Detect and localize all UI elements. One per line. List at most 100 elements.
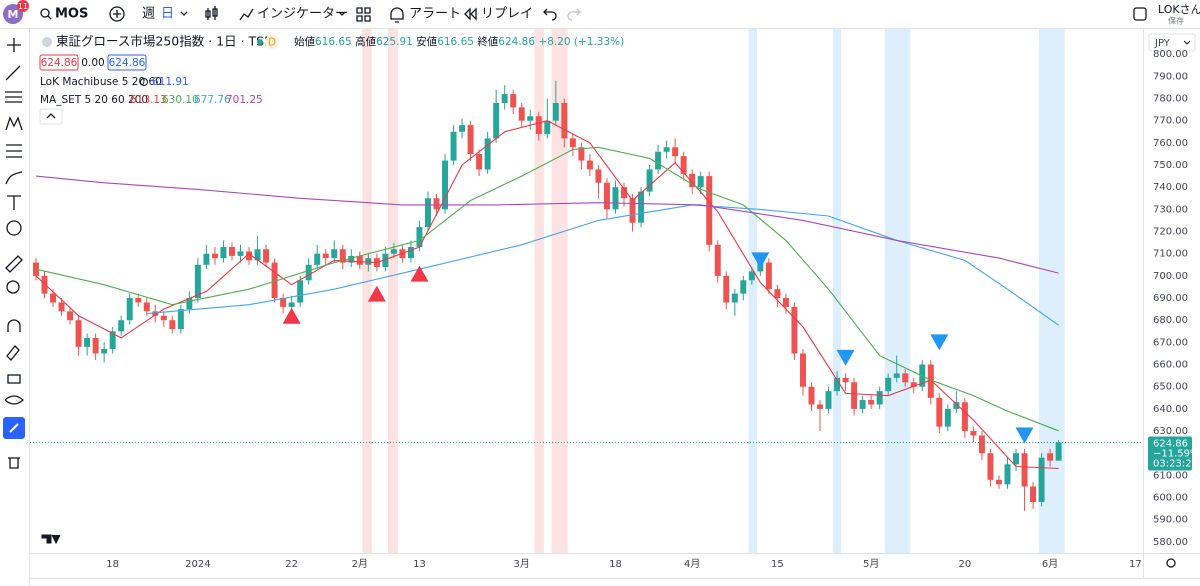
undo[interactable] bbox=[543, 8, 557, 21]
candle-body bbox=[177, 309, 184, 330]
interval-week[interactable]: 週 bbox=[142, 7, 155, 22]
ohlc-label: 始値 bbox=[294, 35, 315, 48]
candle-body bbox=[1013, 453, 1020, 465]
search-icon[interactable] bbox=[40, 8, 50, 18]
interval-day[interactable]: 日 bbox=[161, 7, 174, 22]
x-tick-label: 17 bbox=[1129, 559, 1142, 570]
y-tick-label: 800.00 bbox=[1153, 49, 1188, 60]
y-tick-label: 760.00 bbox=[1153, 138, 1188, 149]
candle-body bbox=[851, 382, 858, 409]
x-tick-label: 2024 bbox=[185, 559, 210, 570]
alert-icon[interactable] bbox=[390, 7, 404, 23]
box-ask-text: 624.86 bbox=[109, 57, 146, 69]
ruler-tool[interactable] bbox=[5, 255, 23, 273]
indicator-value: 630.10 bbox=[162, 94, 199, 106]
user[interactable]: LOKさん bbox=[1158, 3, 1200, 16]
projection-tool[interactable] bbox=[6, 144, 22, 158]
redo[interactable] bbox=[567, 8, 581, 21]
lock-tool[interactable] bbox=[7, 374, 21, 384]
text-tool[interactable] bbox=[7, 195, 21, 210]
flag-bg bbox=[265, 35, 279, 49]
brush-tool[interactable] bbox=[5, 171, 23, 185]
plot bbox=[30, 29, 1143, 553]
candle-body bbox=[689, 173, 696, 188]
chart-type[interactable] bbox=[205, 6, 218, 20]
indicator-value: 701.25 bbox=[226, 94, 263, 106]
ohlc-value: 624.86 bbox=[498, 36, 535, 48]
symbol[interactable]: MOS bbox=[55, 7, 88, 22]
replay-icon[interactable] bbox=[464, 7, 477, 21]
x-tick-label: 13 bbox=[413, 559, 426, 570]
candle-body bbox=[211, 253, 218, 259]
collapse-icon bbox=[46, 113, 56, 119]
candle-body bbox=[67, 311, 74, 321]
candle-body bbox=[544, 120, 551, 134]
candle-body bbox=[203, 253, 210, 265]
y-tick-label: 650.00 bbox=[1153, 382, 1188, 393]
candle-body bbox=[714, 244, 721, 276]
candle-body bbox=[561, 102, 568, 139]
fib-tool[interactable] bbox=[5, 91, 22, 103]
currency-button[interactable] bbox=[1148, 33, 1196, 52]
ma-line bbox=[35, 146, 1059, 432]
candle-body bbox=[603, 182, 610, 210]
layouts[interactable] bbox=[356, 7, 371, 22]
indicator-icon[interactable] bbox=[239, 8, 254, 21]
candle-body bbox=[169, 320, 176, 330]
candle-body bbox=[868, 400, 875, 405]
crosshair-tool[interactable] bbox=[7, 38, 21, 52]
candle-body bbox=[186, 298, 193, 310]
candle-body bbox=[978, 435, 985, 454]
y-tick-label: 770.00 bbox=[1153, 116, 1188, 127]
box-ask bbox=[107, 54, 147, 71]
candle-body bbox=[50, 293, 56, 303]
add-symbol[interactable] bbox=[109, 6, 125, 22]
candle-body bbox=[842, 377, 849, 383]
candle-body bbox=[58, 302, 65, 312]
candle-body bbox=[126, 298, 133, 321]
interval-dropdown[interactable] bbox=[180, 11, 188, 16]
indicator-dropdown[interactable] bbox=[338, 11, 346, 16]
candle-body bbox=[416, 227, 423, 248]
candle-body bbox=[586, 160, 593, 170]
candle-body bbox=[578, 147, 585, 161]
last-change: −11.59% bbox=[1153, 448, 1200, 459]
visibility-tool[interactable] bbox=[4, 395, 24, 405]
candle-body bbox=[237, 251, 244, 256]
candle-body bbox=[459, 125, 466, 132]
candle-body bbox=[75, 320, 82, 347]
settings[interactable] bbox=[1166, 558, 1176, 568]
signal-buy bbox=[282, 307, 301, 324]
alert[interactable]: アラート bbox=[409, 7, 461, 22]
candle-body bbox=[1021, 453, 1028, 487]
zoom-tool[interactable] bbox=[6, 280, 20, 294]
candle-body bbox=[143, 302, 150, 312]
indicator-value: 611.91 bbox=[152, 76, 189, 88]
candle-body bbox=[390, 249, 397, 254]
candle-body bbox=[817, 404, 823, 409]
candle-body bbox=[944, 408, 951, 427]
replay[interactable]: リプレイ bbox=[481, 7, 533, 22]
candle-body bbox=[442, 160, 449, 210]
checkbox[interactable] bbox=[1133, 7, 1147, 21]
candle-body bbox=[101, 349, 108, 354]
top-toolbar bbox=[0, 0, 1200, 28]
save[interactable]: 保存 bbox=[1168, 16, 1184, 26]
search-icon bbox=[47, 15, 52, 20]
badge-count: 11 bbox=[18, 2, 28, 11]
magnet-tool[interactable] bbox=[7, 319, 21, 332]
countdown: 03:23:20 bbox=[1153, 458, 1198, 469]
pattern-tool[interactable] bbox=[5, 116, 23, 131]
candle-body bbox=[646, 169, 653, 192]
emoji-tool[interactable] bbox=[6, 220, 22, 236]
candle-body bbox=[706, 176, 713, 245]
draw-lock[interactable] bbox=[6, 345, 20, 361]
delete-tool[interactable] bbox=[8, 457, 20, 469]
collapse-legend[interactable] bbox=[39, 108, 63, 125]
trendline-tool[interactable] bbox=[5, 65, 21, 81]
candle-body bbox=[450, 131, 457, 161]
indicators[interactable]: インジケーター bbox=[257, 7, 348, 22]
candle-body bbox=[535, 116, 542, 134]
box-bid-text: 624.86 bbox=[41, 57, 78, 69]
